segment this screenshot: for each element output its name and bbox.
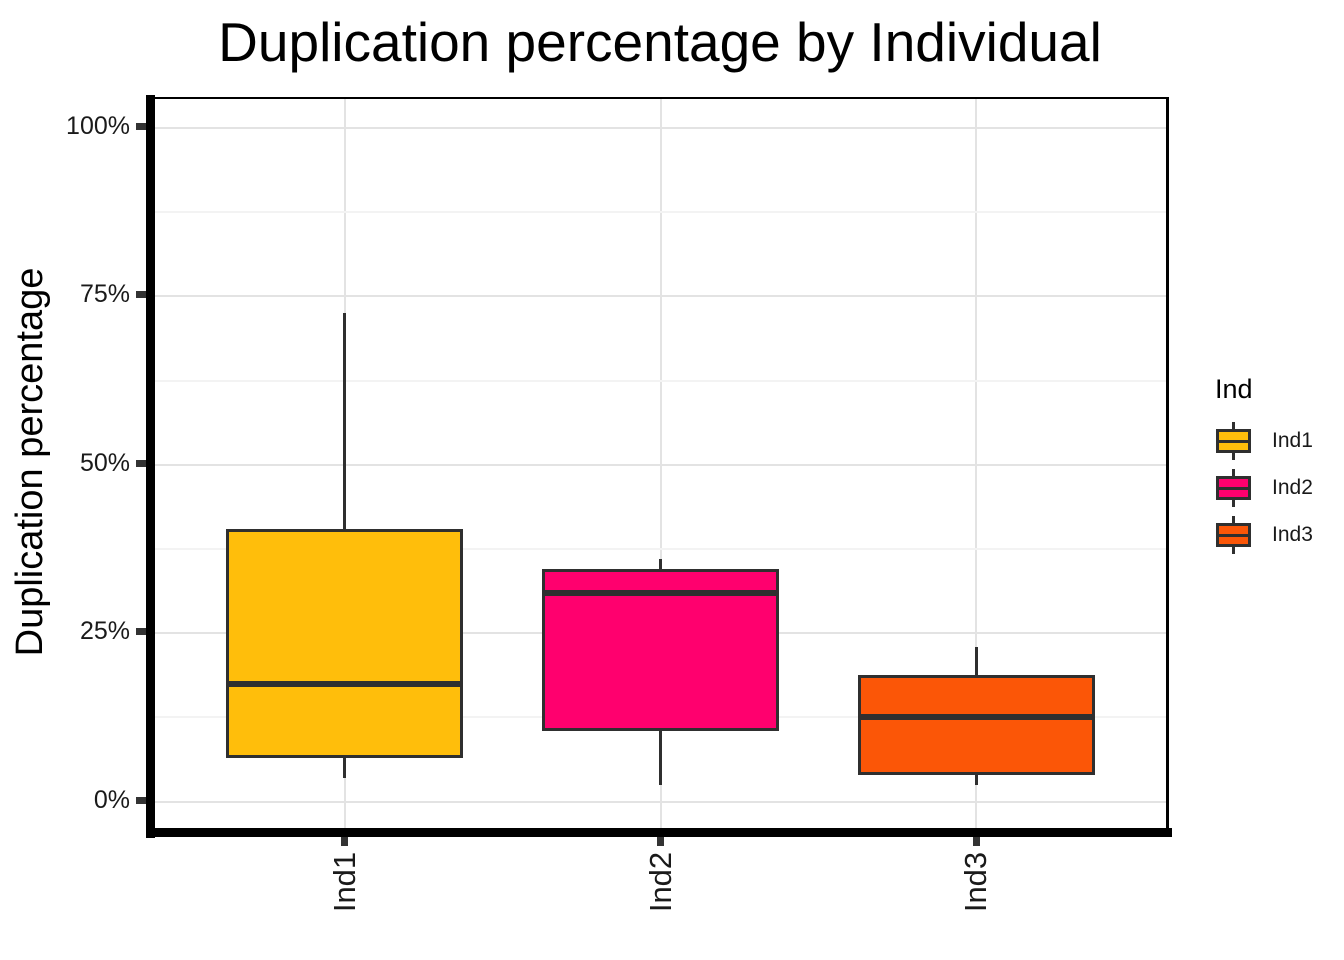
legend-key-boxplot-icon bbox=[1215, 419, 1253, 463]
whisker-upper-Ind3 bbox=[974, 646, 978, 676]
gridline-minor bbox=[155, 211, 1166, 214]
legend-key-median bbox=[1219, 533, 1248, 537]
median-Ind3 bbox=[857, 714, 1095, 721]
legend-key-box bbox=[1216, 522, 1251, 547]
gridline-major bbox=[155, 800, 1166, 803]
x-tick-mark bbox=[341, 837, 349, 846]
legend-entry-Ind1: Ind1 bbox=[1215, 417, 1344, 464]
x-tick-mark bbox=[657, 837, 664, 846]
y-tick-label: 0% bbox=[93, 785, 130, 814]
y-tick-label: 100% bbox=[66, 111, 130, 140]
y-tick-label: 50% bbox=[79, 448, 130, 477]
legend-key-median bbox=[1219, 486, 1248, 490]
legend-entry-Ind2: Ind2 bbox=[1215, 464, 1344, 511]
chart-title: Duplication percentage by Individual bbox=[218, 11, 1102, 73]
gridline-major bbox=[155, 295, 1166, 298]
legend-title: Ind bbox=[1215, 374, 1253, 404]
legend: Ind Ind1 Ind2 Ind3 bbox=[1215, 374, 1344, 558]
gridline-minor bbox=[155, 379, 1166, 382]
x-tick-mark bbox=[972, 837, 980, 846]
gridline-major bbox=[155, 463, 1166, 466]
whisker-lower-Ind3 bbox=[974, 774, 978, 785]
box-Ind3 bbox=[857, 675, 1095, 775]
legend-key-box bbox=[1216, 428, 1251, 453]
box-Ind2 bbox=[542, 569, 779, 731]
legend-key-box bbox=[1216, 475, 1251, 500]
whisker-lower-Ind2 bbox=[659, 730, 662, 785]
whisker-upper-Ind1 bbox=[343, 313, 347, 529]
y-tick-label: 75% bbox=[79, 280, 130, 309]
y-tick-mark bbox=[136, 291, 146, 299]
median-Ind2 bbox=[542, 589, 779, 596]
legend-key-boxplot-icon bbox=[1215, 466, 1253, 510]
y-tick-mark bbox=[136, 628, 146, 636]
y-tick-mark bbox=[136, 796, 146, 804]
x-axis-line bbox=[146, 828, 1172, 837]
legend-entry-label: Ind1 bbox=[1272, 428, 1313, 452]
x-tick-label: Ind3 bbox=[958, 851, 994, 913]
x-tick-label: Ind1 bbox=[326, 851, 362, 913]
legend-key-median bbox=[1219, 439, 1248, 443]
gridline-major bbox=[155, 126, 1166, 129]
legend-entry-label: Ind2 bbox=[1272, 475, 1313, 499]
whisker-upper-Ind2 bbox=[659, 559, 662, 570]
x-tick-label: Ind2 bbox=[642, 851, 678, 913]
whisker-lower-Ind1 bbox=[343, 757, 347, 779]
y-tick-mark bbox=[136, 122, 146, 130]
gridline-minor bbox=[155, 548, 1166, 551]
legend-key-boxplot-icon bbox=[1215, 513, 1253, 557]
legend-entry-Ind3: Ind3 bbox=[1215, 511, 1344, 558]
y-tick-mark bbox=[136, 459, 146, 467]
median-Ind1 bbox=[226, 680, 464, 687]
legend-entry-label: Ind3 bbox=[1272, 522, 1313, 546]
y-tick-label: 25% bbox=[79, 617, 130, 646]
y-axis-line bbox=[146, 95, 155, 838]
box-Ind1 bbox=[226, 528, 464, 758]
plot-panel bbox=[155, 97, 1169, 830]
legend-entries: Ind1 Ind2 Ind3 bbox=[1215, 417, 1344, 558]
